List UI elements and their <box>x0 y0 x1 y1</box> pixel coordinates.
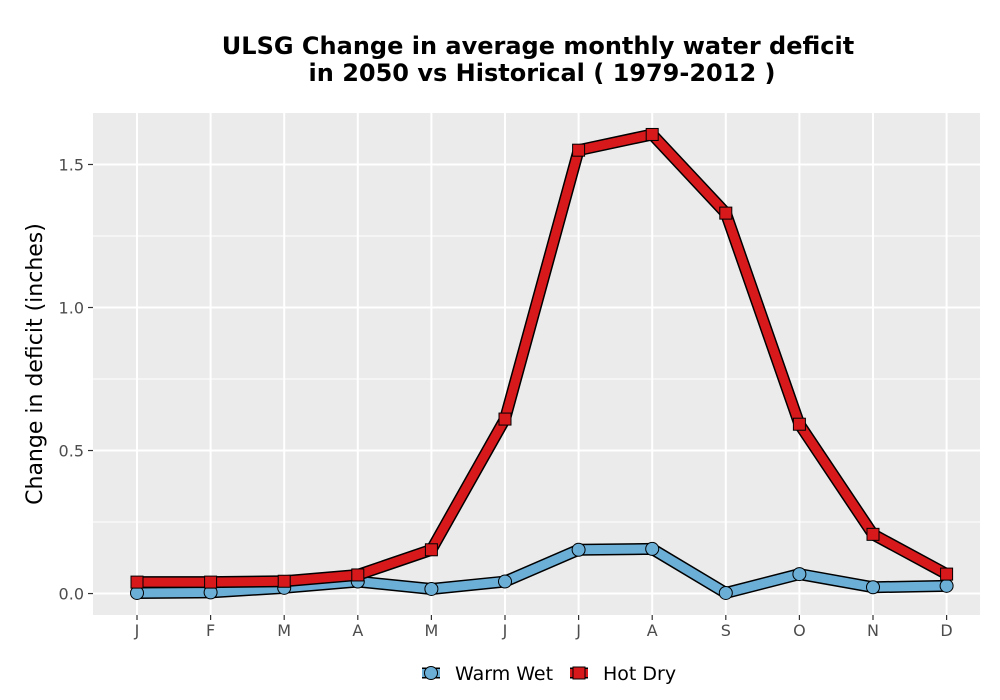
x-tick-label: N <box>867 621 879 640</box>
y-tick-label: 0.5 <box>59 442 84 461</box>
data-point <box>204 575 218 589</box>
data-point <box>572 143 586 157</box>
data-point <box>571 542 586 557</box>
chart-title-line-2: in 2050 vs Historical ( 1979-2012 ) <box>309 59 776 87</box>
series-line <box>132 129 952 587</box>
series-group <box>130 127 954 600</box>
data-point <box>792 417 806 431</box>
legend: Warm Wet Hot Dry <box>422 663 676 685</box>
x-tick-label: A <box>647 621 658 640</box>
y-tick-label: 0.0 <box>59 585 84 604</box>
data-point <box>718 585 733 600</box>
y-axis-title: Change in deficit (inches) <box>23 223 48 505</box>
x-tick-label: M <box>424 621 438 640</box>
data-point <box>424 581 439 596</box>
chart-title-line-1: ULSG Change in average monthly water def… <box>222 32 854 60</box>
x-tick-label: M <box>277 621 291 640</box>
data-point <box>939 578 954 593</box>
y-axis-ticks: 0.0 0.5 1.0 1.5 <box>59 155 93 604</box>
legend-item: Warm Wet <box>422 663 553 685</box>
data-point <box>719 206 733 220</box>
x-tick-label: J <box>502 621 508 640</box>
series-1 <box>130 127 954 589</box>
x-tick-label: F <box>206 621 215 640</box>
x-tick-label: D <box>940 621 952 640</box>
legend-label: Hot Dry <box>603 663 676 685</box>
plot-panel <box>93 113 980 615</box>
data-point <box>645 127 659 141</box>
legend-key-marker <box>572 666 586 680</box>
data-point <box>940 567 954 581</box>
series-line <box>132 544 952 598</box>
data-point <box>866 580 880 595</box>
x-tick-label: O <box>793 621 806 640</box>
x-tick-label: J <box>575 621 581 640</box>
data-point <box>498 412 512 426</box>
x-tick-label: J <box>134 621 140 640</box>
legend-item: Hot Dry <box>570 663 676 685</box>
data-point <box>866 527 880 541</box>
y-tick-label: 1.0 <box>59 299 84 318</box>
data-point <box>351 568 365 582</box>
legend-key-marker <box>424 666 438 680</box>
data-point <box>424 543 438 557</box>
data-point <box>645 541 660 556</box>
data-point <box>792 567 807 582</box>
data-point <box>498 574 512 589</box>
x-tick-label: A <box>352 621 363 640</box>
legend-label: Warm Wet <box>455 663 553 685</box>
y-tick-label: 1.5 <box>59 155 84 174</box>
data-point <box>277 574 291 588</box>
data-point <box>130 575 144 589</box>
x-tick-label: S <box>721 621 731 640</box>
